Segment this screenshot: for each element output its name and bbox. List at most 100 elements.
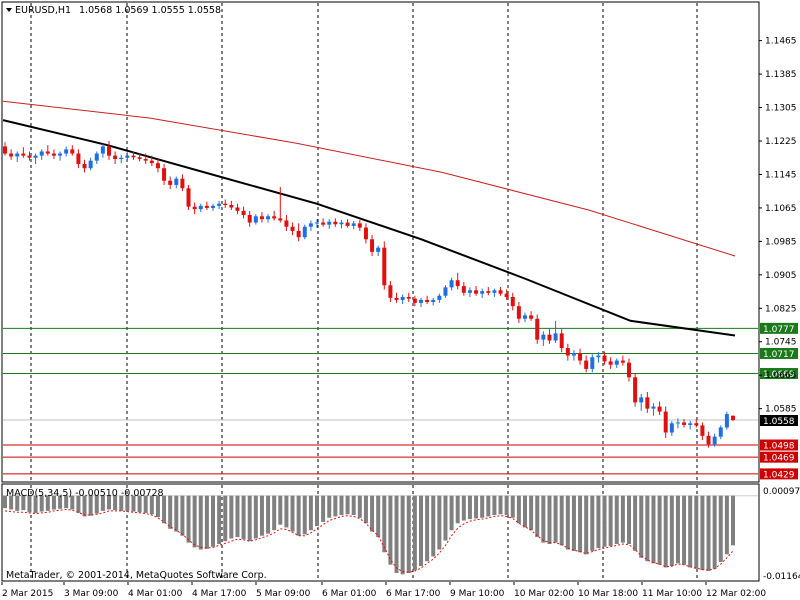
macd-bar (333, 495, 338, 517)
header-dropdown-icon[interactable] (6, 8, 12, 12)
candle-body (125, 155, 130, 158)
candle-body (351, 223, 356, 226)
macd-bar (180, 495, 185, 536)
macd-bar (278, 495, 283, 525)
candle-body (602, 355, 607, 362)
candle-body (149, 160, 154, 164)
macd-bar (15, 495, 20, 511)
macd-bar (425, 495, 430, 562)
macd-bar (131, 495, 136, 512)
moving-average-line (2, 100, 736, 257)
macd-bar (259, 495, 264, 536)
macd-bar (296, 495, 301, 536)
macd-bar (39, 495, 44, 512)
macd-bar (315, 495, 319, 527)
candle-body (474, 290, 479, 294)
macd-bar (235, 495, 240, 538)
macd-bar (70, 495, 75, 510)
candle-body (107, 146, 111, 156)
candle-body (571, 353, 576, 356)
candle-body (302, 226, 307, 238)
candle-body (333, 221, 338, 225)
candle-body (327, 221, 332, 225)
macd-bar (474, 495, 479, 519)
copyright-text: MetaTrader, © 2001-2014, MetaQuotes Soft… (6, 570, 267, 581)
candle-body (278, 218, 283, 221)
macd-bar (327, 495, 332, 518)
candle-body (345, 222, 350, 226)
candle-body (467, 290, 472, 293)
candle-body (645, 397, 650, 409)
macd-bar (437, 495, 442, 550)
macd-bar (394, 495, 399, 573)
macd-bar (143, 495, 148, 513)
candle-body (431, 299, 436, 303)
candle-body (363, 227, 368, 240)
candle-body (33, 155, 38, 158)
macd-indicator (3, 495, 758, 575)
macd-bar (571, 495, 576, 551)
macd-bar (657, 495, 662, 565)
candle-body (284, 220, 289, 227)
candle-body (700, 425, 705, 436)
y-tick-label: 1.1065 (765, 204, 797, 214)
candle-body (614, 360, 619, 365)
macd-bar (412, 495, 417, 571)
macd-bar (608, 495, 613, 547)
candle-body (535, 318, 540, 340)
macd-bar (370, 495, 375, 532)
candle-body (712, 436, 717, 445)
macd-bar (88, 495, 93, 516)
macd-bar (547, 495, 552, 544)
candle-body (706, 435, 711, 445)
macd-bar (529, 495, 534, 531)
y-tick-label: 1.0985 (765, 237, 797, 247)
candle-body (64, 149, 69, 154)
candle-body (339, 222, 344, 225)
candle-body (290, 226, 295, 231)
candle-body (406, 296, 411, 299)
macd-panel-frame (1, 483, 760, 582)
candle-body (669, 423, 674, 433)
candle-body (688, 423, 693, 425)
macd-bar (455, 495, 460, 524)
macd-bar (461, 495, 466, 521)
candle-body (529, 315, 534, 319)
macd-bar (339, 495, 344, 516)
macd-bar (9, 495, 14, 510)
candle-body (504, 293, 509, 297)
macd-bar (718, 495, 723, 562)
candle-body (9, 153, 14, 157)
macd-bar (137, 495, 142, 513)
macd-bar (51, 495, 56, 510)
candle-body (376, 247, 381, 252)
macd-bar (449, 495, 454, 531)
candle-body (259, 216, 264, 220)
candle-body (247, 215, 252, 223)
candle-body (168, 180, 173, 185)
candle-body (241, 210, 246, 216)
macd-bar (3, 495, 7, 509)
macd-bar (155, 495, 160, 518)
macd-bar (229, 495, 234, 539)
macd-bar (241, 495, 246, 540)
macd-bar (675, 495, 680, 564)
macd-bar (565, 495, 570, 550)
candle-body (663, 411, 668, 433)
macd-bar (113, 495, 118, 511)
level-label: 1.0429 (763, 470, 795, 480)
macd-bar (45, 495, 50, 511)
y-tick-label: 1.1385 (765, 70, 797, 80)
macd-bar (596, 495, 601, 549)
candle-body (235, 207, 240, 211)
candle-body (308, 223, 313, 227)
candle-body (211, 205, 215, 208)
macd-bar (406, 495, 411, 573)
candle-body (3, 146, 7, 154)
y-tick-label: 1.0585 (765, 405, 797, 415)
candle-body (731, 415, 735, 420)
candle-body (321, 222, 326, 225)
candle-body (400, 296, 405, 300)
candle-body (266, 216, 271, 220)
